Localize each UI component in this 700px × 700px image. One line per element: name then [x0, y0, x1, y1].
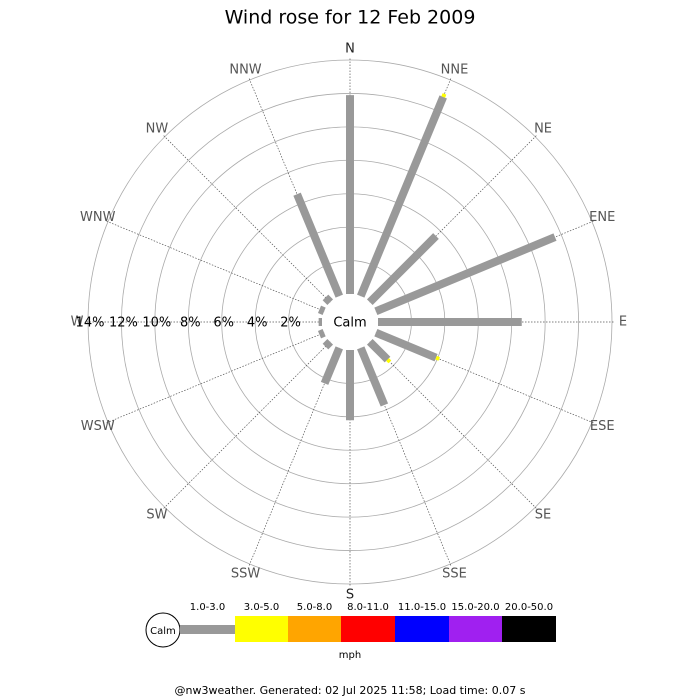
direction-label: NNW	[229, 62, 261, 77]
direction-label: E	[619, 315, 627, 330]
bar-segment	[317, 329, 326, 339]
bar-segment	[374, 329, 438, 362]
bar-segment	[322, 294, 334, 306]
legend-swatch	[341, 616, 395, 642]
bar-segment	[441, 93, 447, 98]
bar-segment	[435, 355, 440, 361]
bar-segment	[293, 192, 343, 298]
spoke	[105, 332, 325, 424]
direction-label: SSE	[442, 567, 467, 582]
direction-label: SE	[535, 508, 551, 523]
r-tick-label: 12%	[109, 316, 138, 331]
legend-label: 3.0-5.0	[244, 602, 279, 613]
direction-label: N	[345, 42, 355, 57]
direction-label: ESE	[590, 419, 615, 434]
direction-label: ENE	[589, 210, 615, 225]
legend-swatch	[180, 625, 235, 634]
bar-segment	[386, 358, 392, 364]
bar-segment	[322, 338, 334, 350]
direction-label: NW	[146, 121, 169, 136]
chart-title: Wind rose for 12 Feb 2009	[225, 7, 476, 29]
bar-segment	[374, 233, 557, 315]
legend-label: 8.0-11.0	[347, 602, 389, 613]
legend-calm-label: Calm	[150, 626, 176, 637]
footer: @nw3weather. Generated: 02 Jul 2025 11:5…	[175, 684, 526, 697]
direction-label: WSW	[81, 419, 115, 434]
bar-segment	[357, 346, 389, 407]
r-tick-label: 14%	[76, 316, 105, 331]
direction-label: SSW	[231, 567, 261, 582]
r-tick-label: 2%	[280, 316, 301, 331]
direction-label: W	[71, 315, 84, 330]
spoke	[369, 341, 538, 510]
legend-label: 1.0-3.0	[190, 602, 225, 613]
bar-segment	[357, 95, 447, 298]
legend-label: 11.0-15.0	[398, 602, 446, 613]
calm-label: Calm	[333, 316, 366, 331]
r-tick-label: 6%	[213, 316, 234, 331]
direction-label: SW	[146, 508, 167, 523]
direction-label: NE	[534, 121, 552, 136]
legend-swatch	[235, 616, 288, 642]
bar-segment	[366, 338, 391, 363]
r-tick-label: 8%	[180, 316, 201, 331]
bar-segment	[320, 346, 343, 385]
spoke	[105, 220, 325, 312]
legend-swatch	[502, 616, 556, 642]
direction-label: NNE	[441, 62, 469, 77]
bar-segment	[366, 233, 439, 306]
legend-swatch	[288, 616, 341, 642]
r-tick-label: 4%	[247, 316, 268, 331]
legend-label: 20.0-50.0	[505, 602, 553, 613]
spoke	[162, 134, 331, 303]
spoke	[162, 341, 331, 510]
calm-circle	[322, 294, 378, 350]
bar-segment	[317, 305, 326, 315]
spoke	[248, 347, 340, 567]
direction-label: WNW	[80, 210, 116, 225]
legend-label: 5.0-8.0	[297, 602, 332, 613]
r-tick-label: 10%	[142, 316, 171, 331]
unit-label: mph	[339, 650, 361, 661]
grid-ring	[121, 93, 579, 551]
direction-label: S	[346, 588, 354, 603]
legend-swatch	[449, 616, 502, 642]
legend-label: 15.0-20.0	[451, 602, 499, 613]
legend-swatch	[395, 616, 449, 642]
